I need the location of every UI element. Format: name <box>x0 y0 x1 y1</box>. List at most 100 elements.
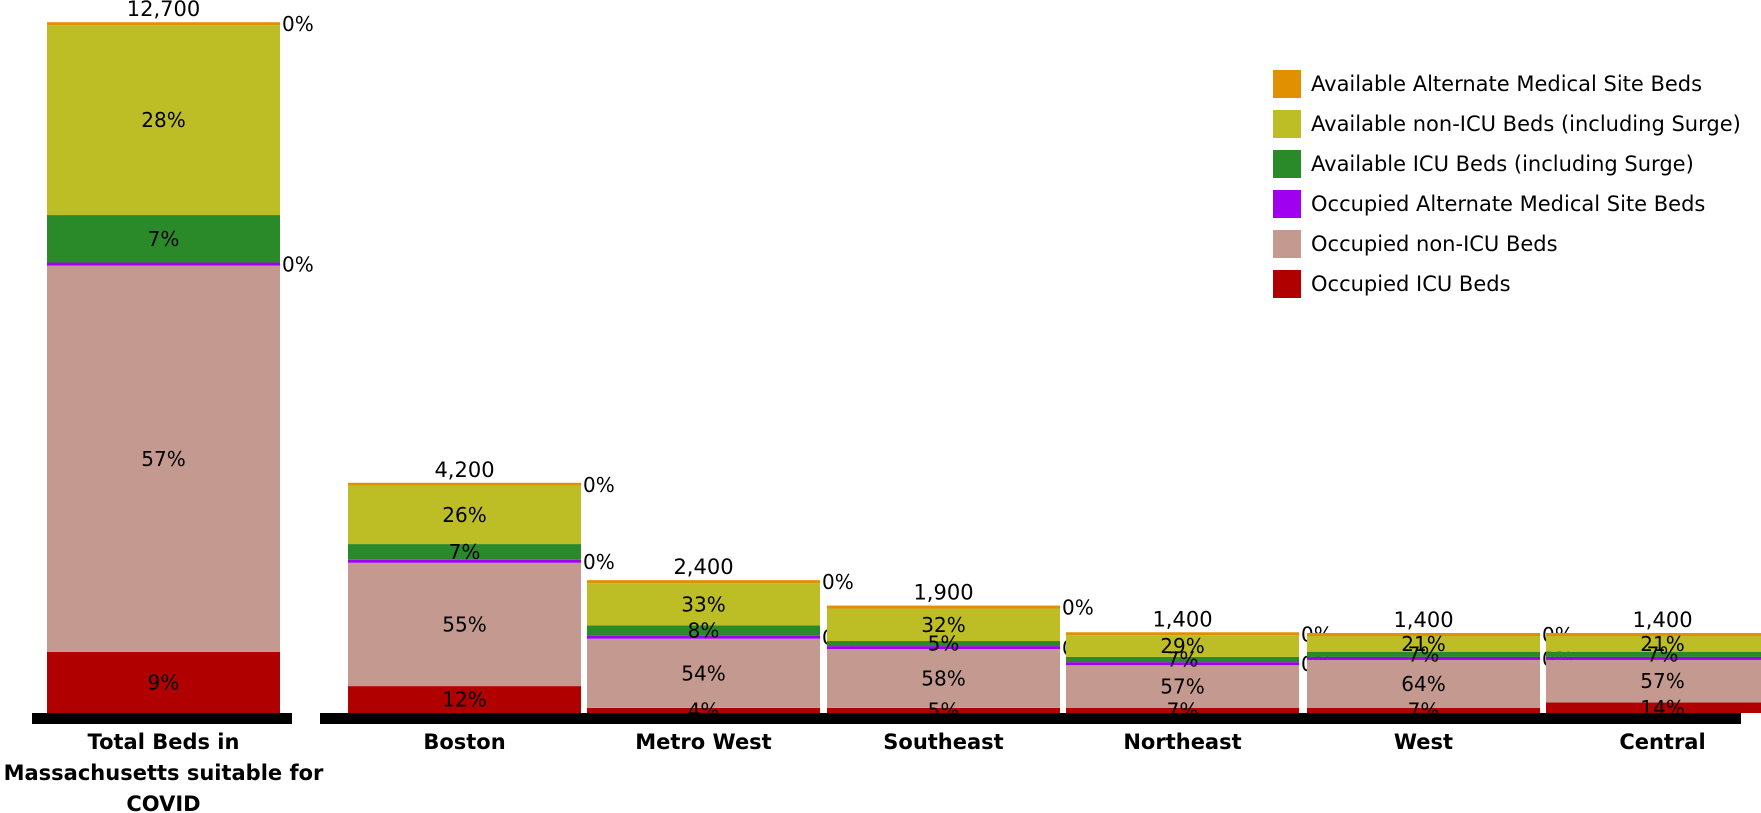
data-label-pct: 64% <box>1401 672 1445 696</box>
category-label: Boston <box>423 730 505 754</box>
data-label-pct: 29% <box>1160 634 1204 658</box>
total-label: 1,400 <box>1393 608 1453 632</box>
legend-swatch <box>1273 150 1301 178</box>
bar-segment-0-4 <box>1066 707 1299 713</box>
data-label-pct: 57% <box>1640 669 1684 693</box>
axis-baseline-left <box>32 713 292 724</box>
bar-segment-0-5 <box>1307 707 1540 713</box>
data-label-pct: 7% <box>1167 648 1199 672</box>
total-label: 1,400 <box>1152 607 1212 631</box>
data-label-pct: 26% <box>442 503 486 527</box>
legend-entry-label: Occupied non-ICU Beds <box>1311 232 1558 256</box>
data-label-pct: 28% <box>141 108 185 132</box>
data-label-pct: 14% <box>1640 696 1684 720</box>
category-label: West <box>1394 730 1453 754</box>
bar-segment-0-0 <box>47 651 280 713</box>
legend-swatch <box>1273 270 1301 298</box>
total-label: 1,400 <box>1632 608 1692 632</box>
bar-segment-2-5 <box>1307 656 1540 660</box>
data-label-pct: 0% <box>583 550 615 574</box>
data-label-pct: 4% <box>688 698 720 722</box>
category-label: Northeast <box>1123 730 1241 754</box>
legend-swatch <box>1273 190 1301 218</box>
bar-segment-1-0 <box>47 265 280 652</box>
legend-entry-label: Occupied Alternate Medical Site Beds <box>1311 192 1705 216</box>
category-label: Metro West <box>635 730 771 754</box>
bar-segment-2-3 <box>827 646 1060 650</box>
axis-baseline-right <box>320 713 1741 724</box>
bar-segment-0-6 <box>1546 702 1761 713</box>
total-label: 2,400 <box>673 555 733 579</box>
data-label-pct: 7% <box>449 540 481 564</box>
legend-swatch <box>1273 110 1301 138</box>
bar-segment-3-6 <box>1546 651 1761 657</box>
data-label-pct: 54% <box>681 661 725 685</box>
data-label-pct: 7% <box>1408 642 1440 666</box>
bar-segment-1-5 <box>1307 659 1540 708</box>
category-label: Central <box>1619 730 1705 754</box>
total-label: 1,900 <box>913 581 973 605</box>
bar-segment-1-2 <box>587 638 820 708</box>
legend-entry-label: Available non-ICU Beds (including Surge) <box>1311 112 1741 136</box>
bar-segment-3-5 <box>1307 651 1540 657</box>
legend-entry-label: Occupied ICU Beds <box>1311 272 1511 296</box>
bar-segment-2-1 <box>348 559 581 563</box>
category-label: Total Beds in <box>88 730 240 754</box>
bar-segment-5-0 <box>47 22 280 26</box>
bar-segment-4-3 <box>827 608 1060 642</box>
legend-swatch <box>1273 70 1301 98</box>
data-label-pct: 0% <box>822 570 854 594</box>
data-label-pct: 7% <box>1167 698 1199 722</box>
bar-segment-3-3 <box>827 641 1060 647</box>
bar-segment-2-4 <box>1066 662 1299 666</box>
bar-segment-3-4 <box>1066 656 1299 663</box>
bar-segment-5-5 <box>1307 633 1540 637</box>
category-label: COVID <box>126 792 200 813</box>
data-label-pct: 12% <box>442 688 486 712</box>
data-label-pct: 7% <box>1408 698 1440 722</box>
bar-segment-2-6 <box>1546 656 1761 660</box>
data-label-pct: 33% <box>681 592 725 616</box>
data-label-pct: 5% <box>928 698 960 722</box>
bar-segment-3-2 <box>587 625 820 636</box>
data-label-pct: 57% <box>1160 674 1204 698</box>
data-label-pct: 55% <box>442 612 486 636</box>
bar-segment-4-4 <box>1066 635 1299 657</box>
data-label-pct: 9% <box>148 670 180 694</box>
legend-swatch <box>1273 230 1301 258</box>
bar-segment-4-0 <box>47 25 280 216</box>
bar-segment-4-1 <box>348 485 581 545</box>
bar-segment-1-4 <box>1066 665 1299 708</box>
bar-segment-0-3 <box>827 707 1060 713</box>
data-label-pct: 7% <box>148 227 180 251</box>
data-label-pct: 5% <box>928 632 960 656</box>
data-label-pct: 57% <box>141 447 185 471</box>
total-label: 12,700 <box>127 0 200 21</box>
bar-segment-3-0 <box>47 215 280 263</box>
bar-segment-5-1 <box>348 482 581 486</box>
data-label-pct: 58% <box>921 667 965 691</box>
bar-segment-5-3 <box>827 605 1060 609</box>
data-label-pct: 0% <box>282 12 314 36</box>
legend-entry-label: Available Alternate Medical Site Beds <box>1311 72 1702 96</box>
bar-segment-0-1 <box>348 686 581 713</box>
bar-segment-1-1 <box>348 562 581 687</box>
bar-segment-5-2 <box>587 580 820 584</box>
bar-segment-3-1 <box>348 544 581 560</box>
data-label-pct: 7% <box>1647 642 1679 666</box>
total-label: 4,200 <box>434 458 494 482</box>
category-label: Southeast <box>883 730 1003 754</box>
bar-segment-1-6 <box>1546 659 1761 703</box>
data-label-pct: 21% <box>1640 632 1684 656</box>
data-label-pct: 0% <box>1062 596 1094 620</box>
bar-segment-2-0 <box>47 262 280 266</box>
bar-segment-5-4 <box>1066 632 1299 636</box>
data-label-pct: 21% <box>1401 632 1445 656</box>
bar-segment-1-3 <box>827 649 1060 708</box>
data-label-pct: 32% <box>921 613 965 637</box>
bar-segment-0-2 <box>587 707 820 713</box>
bar-segment-4-6 <box>1546 636 1761 652</box>
legend-entry-label: Available ICU Beds (including Surge) <box>1311 152 1694 176</box>
bar-segment-5-6 <box>1546 633 1761 637</box>
data-label-pct: 8% <box>688 619 720 643</box>
